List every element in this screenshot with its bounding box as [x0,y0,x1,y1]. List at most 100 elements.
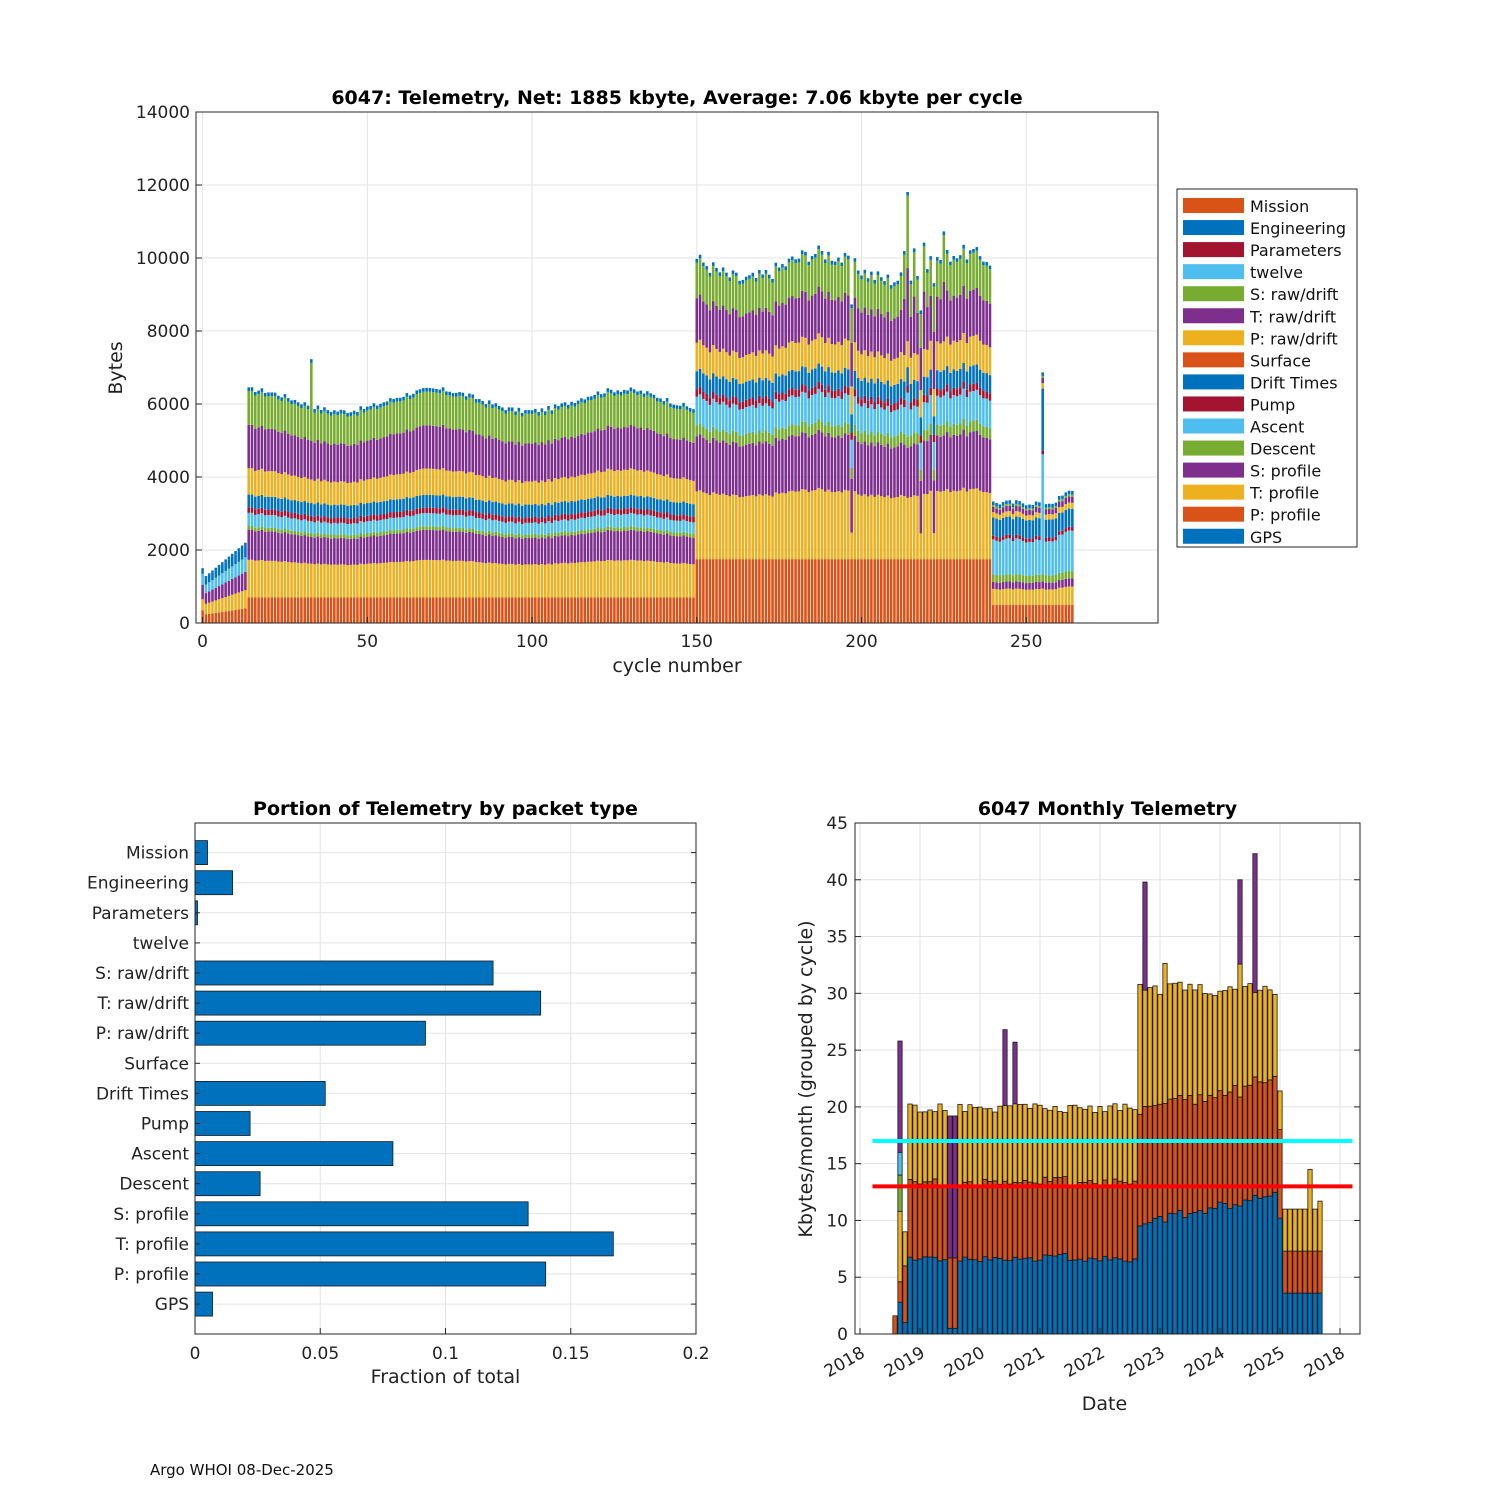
bar-segment [794,259,797,263]
bar-segment [230,553,234,557]
bar-segment [754,434,758,446]
bar-segment [1021,589,1025,605]
bar-segment [672,597,675,623]
bar-segment [313,533,316,538]
bar-segment [448,514,451,528]
bar-segment [632,495,636,509]
bar-segment [636,527,639,532]
bar-segment [382,562,386,598]
y-tick-label: 10000 [136,249,190,269]
bar-segment [949,492,952,560]
monthly-bar-segment [1087,1180,1093,1259]
bar-segment [909,402,913,410]
bar-segment [412,430,415,472]
bar-segment [247,391,250,425]
bar-segment [889,320,893,361]
monthly-bar-segment [1242,1199,1248,1335]
monthly-bar-segment [1097,1186,1103,1262]
bar-segment [652,394,656,399]
bar-segment [797,262,801,299]
bar-segment [975,250,979,288]
bar-segment [800,391,804,422]
bar-segment [1038,536,1041,541]
bar-segment [692,480,695,505]
bar-segment [807,559,811,623]
bar-segment [543,517,547,524]
bar-segment [1015,505,1018,512]
bar-segment [1057,499,1061,502]
bar-segment [922,493,926,560]
bar-segment [642,597,646,623]
bar-segment [794,396,797,426]
bar-segment [1047,507,1051,510]
monthly-bar-segment [987,1108,993,1182]
bar-segment [606,526,610,530]
bar-segment [369,536,372,564]
bar-segment [856,308,860,351]
bar-segment [968,421,972,433]
bar-segment [853,559,857,623]
bar-segment [369,532,372,537]
bar-segment [945,384,949,392]
bar-segment [290,435,293,476]
bar-segment [333,410,336,414]
bar-segment [573,535,577,563]
bar-segment [461,396,465,430]
bar-segment [655,401,659,434]
bar-segment [300,563,303,598]
bar-segment [1044,514,1048,520]
bar-segment [774,559,778,623]
bar-segment [863,494,867,560]
bar-segment [672,502,675,515]
bar-segment [352,504,356,518]
bar-segment [754,281,758,315]
bar-segment [573,402,577,407]
bar-segment [965,436,969,492]
bar-segment [277,473,280,499]
bar-segment [527,534,531,539]
bar-segment [669,531,672,536]
bar-segment [781,492,784,560]
bar-segment [576,475,580,501]
bar-segment [599,597,603,623]
bar-segment [329,523,333,536]
bar-segment [547,536,550,564]
bar-segment [540,564,544,598]
bar-segment [827,367,830,386]
monthly-bar-segment [1092,1183,1098,1260]
bar-segment [810,340,814,370]
bar-segment [662,513,666,519]
bar-segment [883,284,886,318]
legend-swatch [1183,286,1244,302]
bar-segment [840,262,844,267]
bar-segment [300,438,303,479]
bar-segment [896,435,900,447]
bar-segment [767,432,771,444]
monthly-bar-segment [1302,1208,1308,1252]
bar-segment [349,505,353,519]
bar-segment [876,442,880,495]
monthly-bar-segment [922,1181,928,1258]
bar-segment [412,528,415,533]
bar-segment [886,495,890,560]
monthly-bar-segment [1102,1179,1108,1257]
bar-segment [566,515,570,521]
bar-segment [405,597,409,623]
bar-segment [665,397,669,402]
bar-segment [870,309,873,352]
bar-segment [494,531,498,536]
bar-segment [398,474,402,500]
bar-segment [912,353,916,380]
bar-segment [560,407,563,439]
bar-segment [428,494,432,508]
monthly-bar-segment [967,1258,973,1335]
bar-segment [659,562,662,598]
bar-segment [748,398,751,407]
bar-segment [738,402,741,410]
bar-segment [978,259,982,296]
bar-segment [553,404,557,409]
bar-segment [725,272,728,277]
bar-segment [412,471,415,498]
bar-segment [547,409,550,441]
bar-segment [454,515,458,529]
